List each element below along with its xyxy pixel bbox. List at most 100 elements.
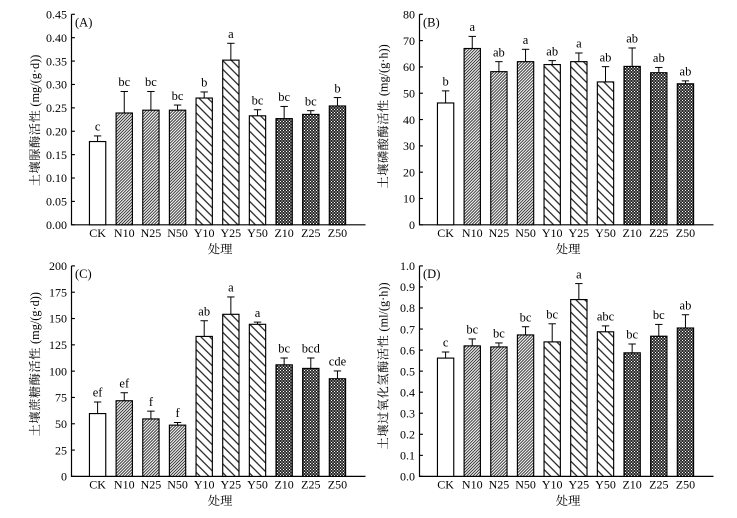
svg-text:Z25: Z25 bbox=[301, 226, 320, 240]
svg-text:Y25: Y25 bbox=[569, 478, 590, 492]
svg-text:Y50: Y50 bbox=[247, 478, 268, 492]
svg-text:N10: N10 bbox=[462, 478, 483, 492]
svg-text:Y10: Y10 bbox=[542, 226, 563, 240]
svg-text:bc: bc bbox=[278, 342, 290, 356]
svg-text:ef: ef bbox=[93, 386, 104, 400]
svg-text:Z25: Z25 bbox=[301, 478, 320, 492]
svg-text:ab: ab bbox=[493, 45, 505, 59]
svg-text:70: 70 bbox=[403, 34, 415, 48]
svg-text:20: 20 bbox=[403, 165, 415, 179]
svg-text:0: 0 bbox=[61, 470, 67, 484]
svg-text:100: 100 bbox=[49, 364, 67, 378]
svg-text:a: a bbox=[255, 306, 261, 320]
svg-text:10: 10 bbox=[403, 192, 415, 206]
svg-text:(B): (B) bbox=[423, 16, 440, 30]
svg-text:75: 75 bbox=[55, 391, 67, 405]
svg-text:Y10: Y10 bbox=[194, 478, 215, 492]
svg-text:bc: bc bbox=[546, 307, 558, 321]
svg-text:200: 200 bbox=[49, 259, 67, 273]
svg-text:N25: N25 bbox=[489, 226, 510, 240]
svg-text:1.0: 1.0 bbox=[400, 259, 415, 273]
svg-text:150: 150 bbox=[49, 312, 67, 326]
svg-text:bc: bc bbox=[172, 89, 184, 103]
svg-text:0.40: 0.40 bbox=[46, 31, 67, 45]
svg-text:0.6: 0.6 bbox=[400, 343, 415, 357]
svg-text:0.20: 0.20 bbox=[46, 124, 67, 138]
svg-text:f: f bbox=[175, 406, 180, 420]
svg-text:80: 80 bbox=[403, 8, 415, 22]
svg-text:(C): (C) bbox=[75, 267, 92, 281]
svg-text:(D): (D) bbox=[423, 267, 440, 281]
svg-text:60: 60 bbox=[403, 60, 415, 74]
svg-text:bc: bc bbox=[626, 328, 638, 342]
svg-text:ab: ab bbox=[198, 304, 210, 318]
svg-text:bcd: bcd bbox=[302, 342, 321, 356]
svg-text:0.45: 0.45 bbox=[46, 8, 67, 22]
svg-text:50: 50 bbox=[55, 417, 67, 431]
svg-text:25: 25 bbox=[55, 443, 67, 457]
svg-text:50: 50 bbox=[403, 86, 415, 100]
svg-text:30: 30 bbox=[403, 139, 415, 153]
svg-text:N50: N50 bbox=[167, 226, 188, 240]
svg-text:ef: ef bbox=[119, 376, 130, 390]
svg-text:0.25: 0.25 bbox=[46, 101, 67, 115]
svg-text:ab: ab bbox=[680, 298, 692, 312]
svg-text:0.5: 0.5 bbox=[400, 364, 415, 378]
svg-text:CK: CK bbox=[89, 478, 106, 492]
svg-text:abc: abc bbox=[597, 310, 615, 324]
svg-text:0.7: 0.7 bbox=[400, 322, 415, 336]
svg-text:0.00: 0.00 bbox=[46, 218, 67, 232]
svg-text:Z10: Z10 bbox=[274, 478, 293, 492]
svg-text:Z50: Z50 bbox=[676, 478, 695, 492]
svg-text:(A): (A) bbox=[75, 16, 92, 30]
svg-text:Y10: Y10 bbox=[542, 478, 563, 492]
svg-text:bc: bc bbox=[520, 310, 532, 324]
svg-text:Y50: Y50 bbox=[247, 226, 268, 240]
svg-text:0.4: 0.4 bbox=[400, 385, 415, 399]
svg-text:N10: N10 bbox=[462, 226, 483, 240]
svg-text:ab: ab bbox=[680, 65, 692, 79]
svg-text:Y50: Y50 bbox=[595, 226, 616, 240]
svg-text:N10: N10 bbox=[114, 226, 135, 240]
svg-text:Z50: Z50 bbox=[328, 226, 347, 240]
svg-text:b: b bbox=[442, 75, 448, 89]
svg-text:N50: N50 bbox=[167, 478, 188, 492]
svg-text:bc: bc bbox=[145, 75, 157, 89]
svg-text:a: a bbox=[576, 37, 582, 51]
svg-text:bc: bc bbox=[466, 323, 478, 337]
svg-text:ab: ab bbox=[653, 51, 665, 65]
svg-text:CK: CK bbox=[437, 478, 454, 492]
svg-text:a: a bbox=[228, 27, 234, 41]
svg-text:0.15: 0.15 bbox=[46, 148, 67, 162]
svg-text:Z10: Z10 bbox=[274, 226, 293, 240]
svg-text:Y25: Y25 bbox=[569, 226, 590, 240]
svg-text:0.0: 0.0 bbox=[400, 470, 415, 484]
svg-text:CK: CK bbox=[437, 226, 454, 240]
svg-text:0.35: 0.35 bbox=[46, 54, 67, 68]
svg-text:N50: N50 bbox=[515, 226, 536, 240]
svg-text:(mg/(g·d)): (mg/(g·d)) bbox=[28, 292, 42, 344]
svg-text:Z25: Z25 bbox=[649, 226, 668, 240]
svg-text:175: 175 bbox=[49, 285, 67, 299]
svg-text:a: a bbox=[469, 20, 475, 34]
svg-text:125: 125 bbox=[49, 338, 67, 352]
svg-text:0.8: 0.8 bbox=[400, 301, 415, 315]
svg-text:N25: N25 bbox=[141, 478, 162, 492]
svg-text:bc: bc bbox=[252, 93, 264, 107]
svg-text:N10: N10 bbox=[114, 478, 135, 492]
svg-text:ab: ab bbox=[546, 44, 558, 58]
svg-text:0.1: 0.1 bbox=[400, 449, 415, 463]
svg-text:N25: N25 bbox=[489, 478, 510, 492]
svg-text:bc: bc bbox=[118, 75, 130, 89]
svg-text:N50: N50 bbox=[515, 478, 536, 492]
svg-text:(ml/(g·h)): (ml/(g·h)) bbox=[377, 282, 391, 331]
svg-text:bc: bc bbox=[278, 90, 290, 104]
svg-text:Z50: Z50 bbox=[328, 478, 347, 492]
svg-text:a: a bbox=[228, 281, 234, 295]
svg-text:Y25: Y25 bbox=[221, 226, 242, 240]
svg-text:a: a bbox=[576, 267, 582, 281]
svg-text:N25: N25 bbox=[141, 226, 162, 240]
svg-text:bc: bc bbox=[653, 308, 665, 322]
svg-text:Z25: Z25 bbox=[649, 478, 668, 492]
svg-text:0.3: 0.3 bbox=[400, 406, 415, 420]
